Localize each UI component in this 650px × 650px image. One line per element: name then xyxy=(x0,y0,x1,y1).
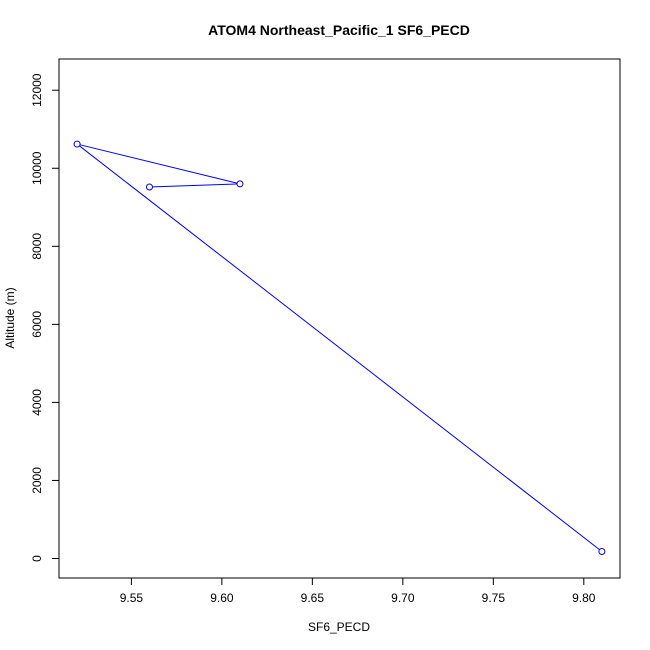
x-tick-label: 9.80 xyxy=(572,591,596,605)
y-tick-label: 0 xyxy=(30,555,44,562)
y-tick-label: 6000 xyxy=(30,311,44,338)
y-tick-label: 10000 xyxy=(30,151,44,185)
chart-title: ATOM4 Northeast_Pacific_1 SF6_PECD xyxy=(208,22,470,38)
series-line xyxy=(76,143,603,552)
y-tick-label: 12000 xyxy=(30,73,44,107)
y-tick-label: 2000 xyxy=(30,467,44,494)
x-tick-label: 9.60 xyxy=(210,591,234,605)
x-tick-label: 9.55 xyxy=(120,591,144,605)
x-tick-label: 9.70 xyxy=(391,591,415,605)
data-point xyxy=(145,183,153,191)
data-point xyxy=(236,180,244,188)
y-axis-label: Altitude (m) xyxy=(3,287,17,348)
series-layer xyxy=(73,140,606,555)
data-point xyxy=(73,140,81,148)
y-axis: 0 2000 4000 6000 8000 10000 12000 xyxy=(30,73,60,562)
x-axis-label: SF6_PECD xyxy=(308,620,370,634)
x-tick-label: 9.75 xyxy=(482,591,506,605)
x-tick-label: 9.65 xyxy=(301,591,325,605)
y-tick-label: 8000 xyxy=(30,233,44,260)
x-axis: 9.55 9.60 9.65 9.70 9.75 9.80 xyxy=(120,577,596,605)
data-point xyxy=(598,547,606,555)
y-tick-label: 4000 xyxy=(30,389,44,416)
